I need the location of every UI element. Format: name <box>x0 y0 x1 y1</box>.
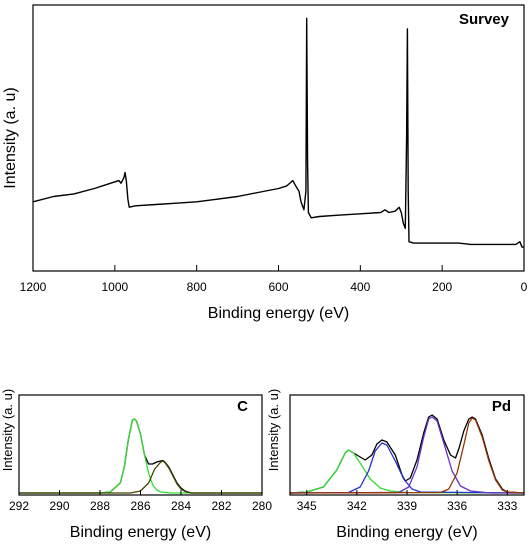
pd-x-tick-label: 339 <box>397 499 417 513</box>
c-panel-title: C <box>237 398 248 415</box>
pd-series-4 <box>289 417 525 494</box>
survey-x-tick-label: 200 <box>432 280 452 294</box>
c-x-tick-label: 282 <box>211 499 231 513</box>
c-x-tick-label: 292 <box>9 499 29 513</box>
c-plot-frame <box>18 394 263 496</box>
c-panel: 292 290 288 286 284 282 280 Binding energy (eV)… <box>0 389 272 541</box>
c-y-axis-label: Intensity (a. u) <box>0 389 15 471</box>
pd-panel: 345 342 339 336 333 Binding energy (eV) Intens… <box>266 389 525 541</box>
survey-x-tick-label: 600 <box>268 280 288 294</box>
c-series-1 <box>19 418 262 494</box>
pd-y-axis-label: Intensity (a. u) <box>266 389 281 471</box>
c-x-tick-label: 286 <box>130 499 150 513</box>
survey-x-tick-label: 1200 <box>20 280 47 294</box>
pd-x-tick-label: 345 <box>297 499 317 513</box>
survey-x-tick-label: 1000 <box>101 280 128 294</box>
survey-panel: 1200 1000 800 600 400 200 0 Binding energy (eV)… <box>2 4 528 322</box>
pd-series-0 <box>289 414 525 494</box>
survey-series-0 <box>32 17 524 248</box>
c-series-0 <box>19 418 262 494</box>
pd-panel-title: Pd <box>492 398 511 415</box>
pd-series-2 <box>289 442 525 494</box>
survey-x-tick-label: 0 <box>521 280 528 294</box>
survey-x-axis-label: Binding energy (eV) <box>208 305 349 322</box>
survey-plot-frame <box>32 4 525 272</box>
pd-x-tick-label: 342 <box>347 499 367 513</box>
c-x-axis-label: Binding energy (eV) <box>70 524 211 541</box>
survey-y-axis-label: Intensity (a. u) <box>2 87 19 188</box>
pd-x-axis-label: Binding energy (eV) <box>336 524 477 541</box>
c-x-tick-label: 290 <box>49 499 69 513</box>
c-x-tick-label: 288 <box>90 499 110 513</box>
pd-x-tick-label: 336 <box>447 499 467 513</box>
c-x-tick-label: 284 <box>171 499 191 513</box>
survey-panel-title: Survey <box>459 11 510 28</box>
pd-series-3 <box>289 416 524 494</box>
survey-x-tick-label: 800 <box>187 280 207 294</box>
pd-x-tick-label: 333 <box>497 499 517 513</box>
survey-x-tick-label: 400 <box>350 280 370 294</box>
c-series-2 <box>19 460 262 494</box>
pd-series-1 <box>289 449 525 494</box>
c-x-tick-label: 280 <box>252 499 272 513</box>
